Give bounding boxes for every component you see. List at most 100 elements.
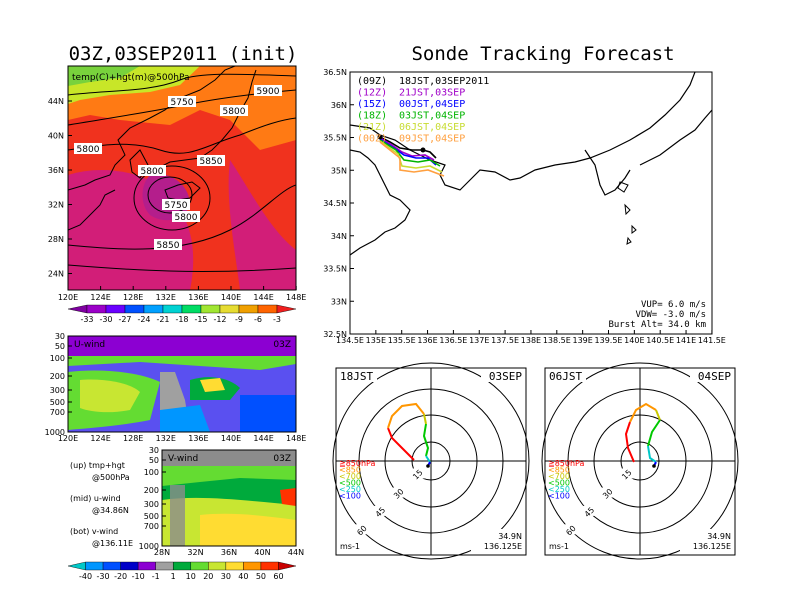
contour-label: 5850	[200, 157, 223, 167]
hodo-time: 18JST	[340, 370, 373, 383]
track-lon-label: 135E	[366, 336, 386, 345]
colorbar-swatch	[276, 304, 297, 314]
vwind-lat-ticks: 28N 32N 36N 40N 44N	[154, 548, 304, 557]
track-coast-kii	[350, 149, 411, 256]
run-legend-time: 18JST,03SEP2011	[399, 76, 489, 87]
track-lon-label: 141.5E	[698, 336, 726, 345]
uwind-x-label: 120E	[58, 434, 78, 443]
hodo-level-legend: <250	[548, 485, 570, 494]
track-map-bg	[350, 72, 712, 334]
hodo-ring-label-bg	[353, 524, 370, 535]
hodo-ring-label-bg	[409, 468, 426, 479]
contour-label: 5850	[157, 241, 180, 251]
colorbar-swatch	[278, 561, 297, 571]
track-lon-label: 139.5E	[595, 336, 623, 345]
colorbar-label: 60	[273, 572, 283, 581]
vwind-fill-max	[280, 488, 296, 506]
panel-legend-notes: (up) tmp+hgt @500hPa (mid) u-wind @34.86N (b…	[70, 461, 133, 548]
hodo-level-legend: <500	[339, 479, 361, 488]
uwind-x-label: 136E	[188, 434, 208, 443]
hodo-ring-label-bg	[581, 505, 598, 516]
lat-tick-label: 24N	[48, 270, 64, 279]
run-legend-tag: (18Z)	[357, 111, 387, 122]
contour-label: 5800	[223, 107, 246, 117]
note-line-b: @500hPa	[92, 473, 130, 482]
uwind-fill-low	[160, 405, 210, 432]
track-lon-ticks: 134.5E 135E 135.5E 136E 136.5E 137E 137.5E 138E…	[336, 330, 726, 345]
contour-5750-north	[68, 73, 296, 96]
pressure-tick-label: 1000	[139, 542, 159, 551]
hodo-end-point	[652, 464, 656, 468]
hodo-ring-label-bg	[618, 468, 635, 479]
pressure-tick-label: 30	[149, 446, 159, 455]
contour-label: 5750	[171, 98, 194, 108]
contour-label: 5800	[175, 213, 198, 223]
colorbar-swatch	[162, 304, 183, 314]
colorbar-swatch	[257, 304, 278, 314]
colorbar-label: 40	[238, 572, 248, 581]
temperature-colorbar: -33 -30 -27 -24 -21 -18 -15 -12 -9 -6 -3	[67, 304, 297, 324]
pressure-tick-label: 1000	[45, 428, 65, 437]
colorbar-label: 30	[221, 572, 231, 581]
flight-param: Burst Alt= 34.0 km	[608, 320, 706, 330]
uwind-label: U-wind	[74, 340, 105, 350]
uwind-lon-ticks: 120E 124E 128E 132E 136E 140E 144E 148E	[58, 434, 307, 443]
colorbar-label: 10	[186, 572, 196, 581]
track-island-2	[624, 203, 631, 216]
colorbar-label: -15	[194, 315, 207, 324]
colorbar-swatch	[67, 561, 86, 571]
contour-label-bg	[154, 239, 182, 250]
uwind-x-label: 124E	[90, 434, 110, 443]
track-island-4	[626, 236, 632, 245]
colorbar-label: -24	[137, 315, 150, 324]
uwind-x-label: 144E	[253, 434, 273, 443]
track-lon-label: 137E	[469, 336, 489, 345]
hodo-trace-segment	[387, 402, 425, 429]
colorbar-swatch	[67, 304, 88, 314]
track-lat-label: 32.5N	[323, 330, 347, 339]
hodo-level-legend: ≧850hPa	[339, 459, 376, 468]
hodo-unit: ms-1	[340, 542, 360, 551]
pressure-tick-label: 50	[55, 342, 65, 351]
vwind-x-label: 28N	[154, 548, 170, 557]
colorbar-swatch	[86, 304, 107, 314]
coastline-kyushu	[164, 181, 201, 201]
hodo-trace-segment	[655, 409, 661, 421]
vwind-frame	[161, 449, 297, 547]
contour-5850-south	[68, 184, 296, 250]
contour-low-middle	[133, 165, 211, 231]
hodo-time-bg	[546, 369, 586, 382]
hodo-level-legend: <500	[548, 479, 570, 488]
track-coast-izu	[584, 149, 631, 196]
pressure-tick-label: 100	[50, 354, 65, 363]
track-lat-label: 35N	[331, 166, 347, 175]
uwind-x-label: 132E	[156, 434, 176, 443]
hodo-date-bg	[690, 369, 734, 382]
vwind-time: 03Z	[273, 454, 291, 464]
hodo-ring-label-bg	[599, 487, 616, 498]
pressure-tick-label: 500	[50, 398, 65, 407]
colorbar-label: -18	[175, 315, 188, 324]
lon-tick-label: 144E	[253, 293, 273, 302]
pressure-tick-label: 300	[50, 386, 65, 395]
contour-label: 5800	[77, 145, 100, 155]
trajectory-line	[379, 140, 443, 173]
hodo-trace-segment	[423, 413, 427, 425]
colorbar-label: -9	[235, 315, 243, 324]
track-lat-label: 34.5N	[323, 199, 347, 208]
map-500-label: temp(C)+hgt(m)@500hPa	[72, 73, 190, 83]
colorbar-swatch	[137, 561, 156, 571]
track-lat-ticks: 36.5N 36N 35.5N 35N 34.5N 34N 33.5N 33N 32.5N	[323, 68, 354, 339]
lat-tick-label: 32N	[48, 201, 64, 210]
uwind-fill-southeast	[240, 395, 296, 432]
colorbar-swatch	[200, 304, 221, 314]
track-coast-honshu	[350, 72, 696, 191]
lat-tick-label: 36N	[48, 166, 64, 175]
colorbar-swatch	[105, 304, 126, 314]
